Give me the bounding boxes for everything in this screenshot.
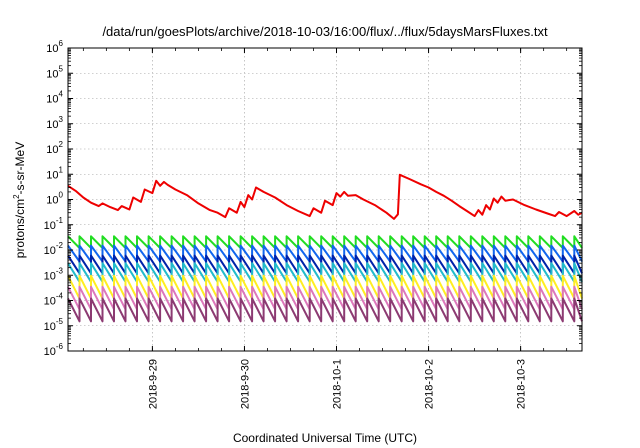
chart-title: /data/run/goesPlots/archive/2018-10-03/1…	[102, 24, 548, 39]
y-tick-base: 10	[46, 68, 58, 80]
y-tick-label: 106	[46, 39, 63, 55]
series-line	[67, 285, 583, 311]
y-tick-label: 104	[46, 90, 63, 106]
y-tick-exponent: 3	[59, 115, 64, 124]
y-tick-base: 10	[44, 245, 56, 257]
y-tick-exponent: -1	[56, 216, 64, 225]
series-line	[67, 254, 583, 275]
y-tick-label: 10-3	[44, 266, 64, 282]
y-tick-label: 105	[46, 64, 63, 80]
y-tick-exponent: -2	[56, 241, 64, 250]
series-line	[67, 173, 583, 220]
y-tick-exponent: 5	[59, 64, 64, 73]
axis-ticks	[68, 47, 582, 352]
y-tick-base: 10	[46, 43, 58, 55]
y-tick-label: 102	[46, 140, 63, 156]
y-tick-base: 10	[46, 119, 58, 131]
y-tick-label: 100	[46, 191, 63, 207]
y-tick-exponent: 2	[59, 140, 64, 149]
y-tick-base: 10	[46, 169, 58, 181]
y-tick-exponent: -6	[56, 342, 64, 351]
series-line	[67, 297, 583, 323]
x-tick-label: 2018-10-1	[332, 359, 344, 409]
y-tick-label: 101	[46, 165, 63, 181]
x-tick-label: 2018-9-30	[239, 359, 251, 409]
y-tick-exponent: -4	[56, 292, 64, 301]
y-tick-label: 103	[46, 115, 63, 131]
y-tick-base: 10	[46, 144, 58, 156]
y-tick-exponent: 0	[59, 191, 64, 200]
x-tick-label: 2018-10-3	[516, 359, 528, 409]
y-tick-exponent: -3	[56, 266, 64, 275]
series-line	[67, 262, 583, 283]
y-tick-labels: 10-610-510-410-310-210-11001011021031041…	[44, 39, 64, 358]
y-axis-label-sup: 2	[12, 194, 21, 199]
series-line	[67, 235, 583, 249]
series-line	[67, 244, 583, 263]
y-tick-label: 10-2	[44, 241, 64, 257]
x-tick-label: 2018-10-2	[424, 359, 436, 409]
y-tick-base: 10	[44, 296, 56, 308]
y-tick-base: 10	[44, 270, 56, 282]
x-axis-label: Coordinated Universal Time (UTC)	[233, 431, 417, 445]
series-line	[67, 274, 583, 300]
y-tick-label: 10-6	[44, 342, 64, 358]
y-tick-exponent: 1	[59, 165, 64, 174]
y-tick-exponent: 6	[59, 39, 64, 48]
y-tick-label: 10-5	[44, 317, 64, 333]
y-tick-base: 10	[44, 321, 56, 333]
series-layer	[67, 173, 583, 323]
y-tick-exponent: 4	[59, 90, 64, 99]
y-tick-exponent: -5	[56, 317, 64, 326]
y-tick-label: 10-4	[44, 292, 64, 308]
y-tick-base: 10	[44, 346, 56, 358]
y-axis-label-suffix: -s-sr-MeV	[13, 142, 27, 195]
y-tick-base: 10	[46, 94, 58, 106]
y-axis-label: protons/cm2-s-sr-MeV	[12, 142, 27, 258]
y-tick-label: 10-1	[44, 216, 64, 232]
y-tick-base: 10	[44, 220, 56, 232]
x-tick-labels: 2018-9-29 2018-9-30 2018-10-1 2018-10-2 2018…	[147, 359, 527, 409]
y-axis-label-prefix: protons/cm	[13, 199, 27, 258]
y-tick-base: 10	[46, 195, 58, 207]
x-tick-label: 2018-9-29	[147, 359, 159, 409]
